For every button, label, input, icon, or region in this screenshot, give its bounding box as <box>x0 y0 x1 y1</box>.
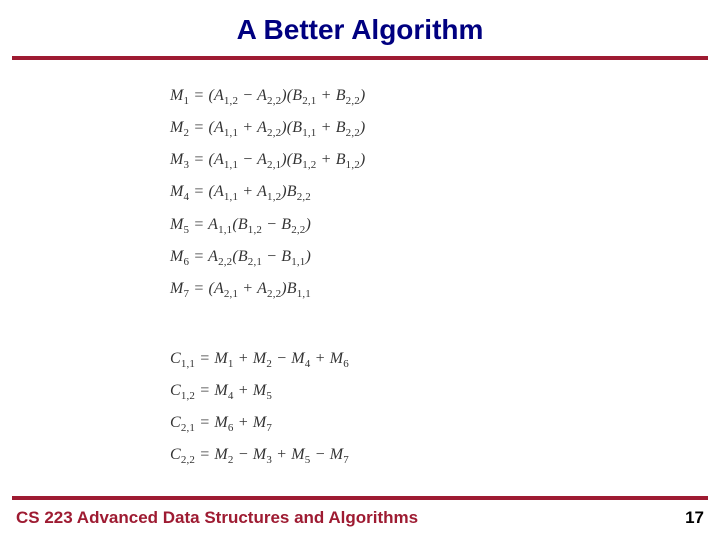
equation-c12: C1,2 = M4 + M5 <box>170 379 720 405</box>
equation-m5: M5 = A1,1(B1,2 − B2,2) <box>170 213 720 239</box>
content-area: M1 = (A1,2 − A2,2)(B2,1 + B2,2) M2 = (A1… <box>0 60 720 540</box>
title-area: A Better Algorithm <box>0 0 720 52</box>
equation-m2: M2 = (A1,1 + A2,2)(B1,1 + B2,2) <box>170 116 720 142</box>
equation-c11: C1,1 = M1 + M2 − M4 + M6 <box>170 347 720 373</box>
footer-row: CS 223 Advanced Data Structures and Algo… <box>0 508 720 540</box>
equations-c-group: C1,1 = M1 + M2 − M4 + M6 C1,2 = M4 + M5 … <box>170 347 720 470</box>
equation-m3: M3 = (A1,1 − A2,1)(B1,2 + B1,2) <box>170 148 720 174</box>
equation-c21: C2,1 = M6 + M7 <box>170 411 720 437</box>
equation-m1: M1 = (A1,2 − A2,2)(B2,1 + B2,2) <box>170 84 720 110</box>
slide: A Better Algorithm M1 = (A1,2 − A2,2)(B2… <box>0 0 720 540</box>
divider-bottom <box>12 496 708 500</box>
course-label: CS 223 Advanced Data Structures and Algo… <box>16 508 418 528</box>
equations-m-group: M1 = (A1,2 − A2,2)(B2,1 + B2,2) M2 = (A1… <box>170 84 720 303</box>
slide-title: A Better Algorithm <box>0 14 720 46</box>
page-number: 17 <box>685 508 704 528</box>
equation-m6: M6 = A2,2(B2,1 − B1,1) <box>170 245 720 271</box>
equation-m7: M7 = (A2,1 + A2,2)B1,1 <box>170 277 720 303</box>
equation-c22: C2,2 = M2 − M3 + M5 − M7 <box>170 443 720 469</box>
equation-m4: M4 = (A1,1 + A1,2)B2,2 <box>170 180 720 206</box>
footer: CS 223 Advanced Data Structures and Algo… <box>0 496 720 540</box>
